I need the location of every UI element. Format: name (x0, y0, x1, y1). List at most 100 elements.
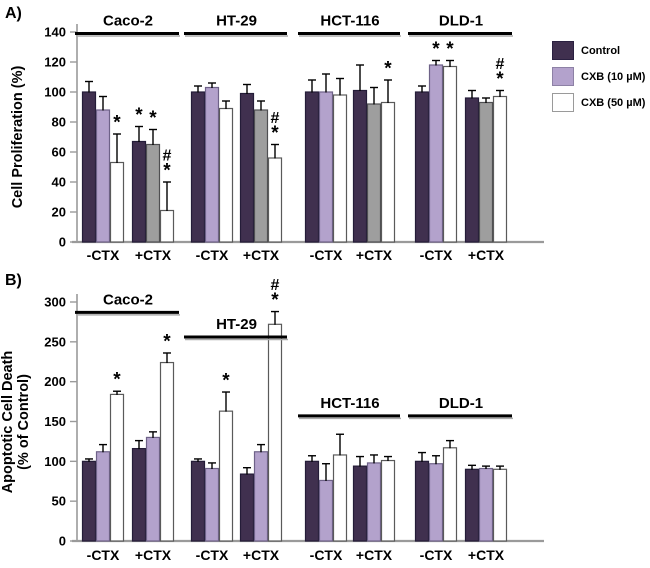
sig-hash: # (271, 110, 280, 127)
bar-dld-1-ctx-control (414, 460, 430, 542)
bar-dld-1-ctx-cxb-10-m (478, 101, 494, 243)
panel-a-label: A) (5, 5, 22, 22)
bar-hct-116-ctx-control (304, 460, 320, 542)
bar-dld-1-ctx-cxb-50-m (442, 65, 458, 243)
sig-asterisk: * (113, 370, 121, 391)
y-tick-label: 120 (44, 55, 66, 70)
panel-b-chart: 0 50 100 150 200 250 300 Apoptotic Cell Death(%… (0, 277, 544, 563)
y-tick-label: 80 (52, 115, 66, 130)
x-group-label-caco-2-ctx: -CTX (87, 247, 120, 263)
bar-ht-29-ctx-cxb-10-m (204, 467, 220, 542)
cell-line-title-caco-2: Caco-2 (103, 291, 153, 308)
bar-dld-1-ctx-cxb-10-m (428, 64, 444, 243)
x-group-label-hct-116-ctx: +CTX (356, 547, 393, 563)
x-group-label-hct-116-ctx: -CTX (310, 247, 343, 263)
legend-label-cxb10: CXB (10 µM) (581, 70, 646, 83)
bar-hct-116-ctx-control (352, 89, 368, 243)
bar-dld-1-ctx-control (464, 97, 480, 243)
legend-row-cxb50: CXB (50 µM) (552, 93, 645, 112)
cell-line-title-dld-1: DLD-1 (439, 13, 483, 30)
bar-ht-29-ctx-cxb-10-m (253, 451, 269, 542)
x-group-label-caco-2-ctx: +CTX (135, 247, 172, 263)
bar-ht-29-ctx-cxb-50-m (218, 107, 234, 243)
sig-hash: # (163, 148, 172, 165)
x-group-label-hct-116-ctx: -CTX (310, 547, 343, 563)
bar-caco-2-ctx-cxb-50-m (109, 393, 125, 542)
panel-b-label: B) (5, 272, 22, 289)
bar-ht-29-ctx-cxb-50-m (267, 323, 283, 542)
sig-asterisk: * (271, 123, 279, 144)
legend-label-cxb50: CXB (50 µM) (581, 96, 646, 109)
bar-caco-2-ctx-control (131, 140, 147, 243)
sig-hash: # (496, 56, 505, 73)
y-tick-label: 250 (44, 334, 66, 349)
bar-caco-2-ctx-cxb-10-m (145, 436, 161, 542)
x-group-label-dld-1-ctx: -CTX (420, 247, 453, 263)
x-group-label-dld-1-ctx: -CTX (420, 547, 453, 563)
bar-caco-2-ctx-control (81, 91, 97, 243)
y-axis-title: Apoptotic Cell Death(% of Control) (0, 351, 32, 494)
bar-caco-2-ctx-cxb-50-m (159, 209, 175, 243)
bar-caco-2-ctx-cxb-10-m (95, 451, 111, 542)
cell-line-title-caco-2: Caco-2 (103, 13, 153, 30)
x-group-label-hct-116-ctx: +CTX (356, 247, 393, 263)
bar-dld-1-ctx-cxb-50-m (492, 95, 508, 243)
y-tick-label: 150 (44, 414, 66, 429)
sig-asterisk: * (149, 108, 157, 129)
legend-swatch-control (552, 41, 574, 60)
panel-a-chart: 0 20 40 60 80 100 120 140 Cell Proliferation (%)… (10, 13, 544, 263)
x-group-label-ht-29-ctx: +CTX (243, 547, 280, 563)
bar-ht-29-ctx-cxb-10-m (253, 109, 269, 243)
y-tick-label: 300 (44, 295, 66, 310)
bar-dld-1-ctx-cxb-10-m (428, 463, 444, 542)
bar-dld-1-ctx-cxb-10-m (478, 467, 494, 542)
bar-caco-2-ctx-cxb-10-m (145, 143, 161, 243)
sig-asterisk: * (496, 69, 504, 90)
y-tick-label: 20 (52, 205, 66, 220)
legend-label-control: Control (581, 44, 621, 57)
cell-line-title-ht-29: HT-29 (216, 13, 257, 30)
bar-hct-116-ctx-cxb-10-m (318, 479, 334, 542)
y-tick-label: 140 (44, 25, 66, 40)
y-tick-label: 100 (44, 85, 66, 100)
bar-caco-2-ctx-cxb-50-m (159, 361, 175, 542)
sig-asterisk: * (432, 39, 440, 60)
legend-swatch-cxb50 (552, 93, 574, 112)
bar-hct-116-ctx-cxb-50-m (332, 454, 348, 542)
sig-asterisk: * (163, 161, 171, 182)
bar-caco-2-ctx-control (131, 447, 147, 542)
bar-dld-1-ctx-control (464, 468, 480, 542)
x-group-label-caco-2-ctx: -CTX (87, 547, 120, 563)
x-group-label-ht-29-ctx: -CTX (196, 547, 229, 563)
y-axis-title: Cell Proliferation (%) (10, 66, 26, 209)
cell-line-title-hct-116: HCT-116 (320, 395, 379, 412)
sig-asterisk: * (163, 331, 171, 352)
bar-hct-116-ctx-cxb-50-m (332, 94, 348, 243)
y-tick-label: 60 (52, 145, 66, 160)
bar-ht-29-ctx-cxb-50-m (267, 157, 283, 243)
bar-ht-29-ctx-control (239, 473, 255, 542)
bar-hct-116-ctx-control (352, 465, 368, 542)
cell-line-title-hct-116: HCT-116 (320, 13, 379, 30)
x-group-label-ht-29-ctx: +CTX (243, 247, 280, 263)
sig-asterisk: * (271, 290, 279, 311)
y-tick-label: 200 (44, 374, 66, 389)
sig-asterisk: * (222, 371, 230, 392)
sig-hash: # (271, 277, 280, 294)
x-group-label-caco-2-ctx: +CTX (135, 547, 172, 563)
bar-dld-1-ctx-cxb-50-m (492, 468, 508, 542)
bar-hct-116-ctx-cxb-10-m (366, 462, 382, 542)
sig-asterisk: * (135, 105, 143, 126)
bar-hct-116-ctx-cxb-10-m (366, 103, 382, 243)
x-group-label-ht-29-ctx: -CTX (196, 247, 229, 263)
bar-ht-29-ctx-control (190, 460, 206, 542)
bar-hct-116-ctx-cxb-10-m (318, 91, 334, 243)
sig-asterisk: * (446, 39, 454, 60)
bar-ht-29-ctx-control (239, 92, 255, 243)
bar-hct-116-ctx-cxb-50-m (380, 459, 396, 542)
bar-ht-29-ctx-cxb-50-m (218, 410, 234, 542)
legend-row-control: Control (552, 41, 645, 60)
cell-line-title-dld-1: DLD-1 (439, 395, 483, 412)
y-tick-label: 40 (52, 175, 66, 190)
legend-row-cxb10: CXB (10 µM) (552, 67, 645, 86)
